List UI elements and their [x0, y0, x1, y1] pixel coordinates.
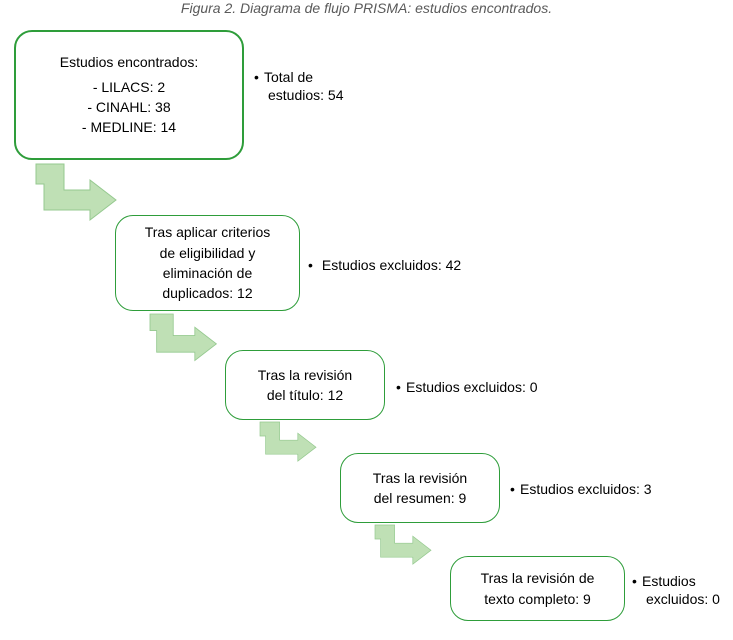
node-line: - MEDLINE: 14 [82, 117, 176, 137]
side-line: Total de [264, 69, 313, 85]
side-line: estudios: 54 [268, 87, 344, 103]
node-line: del resumen: 9 [374, 488, 467, 508]
node-line: - LILACS: 2 [93, 77, 165, 97]
node-header: Estudios encontrados: [60, 52, 199, 72]
side-note-excluded: •Estudios excluidos: 3 [510, 480, 730, 498]
side-line: Estudios [642, 573, 696, 589]
node-line: Tras aplicar criterios [145, 222, 271, 242]
node-line: Tras la revisión [258, 365, 352, 385]
node-line: de eligibilidad y [160, 243, 256, 263]
node-line: - CINAHL: 38 [87, 97, 170, 117]
node-fulltext-review: Tras la revisión de texto completo: 9 [450, 556, 625, 621]
side-line: Estudios excluidos: 3 [520, 481, 652, 497]
side-note-excluded: •Estudios excluidos: 0 [396, 378, 616, 396]
node-abstract-review: Tras la revisión del resumen: 9 [340, 453, 500, 523]
node-eligibility: Tras aplicar criterios de eligibilidad y… [115, 215, 300, 311]
node-line: Tras la revisión [373, 468, 467, 488]
side-line: Estudios excluidos: 42 [322, 257, 461, 273]
node-title-review: Tras la revisión del título: 12 [225, 350, 385, 420]
node-line: duplicados: 12 [162, 283, 252, 303]
node-line: texto completo: 9 [484, 589, 591, 609]
node-line: Tras la revisión de [481, 568, 595, 588]
side-line: Estudios excluidos: 0 [406, 379, 538, 395]
figure-title: Figura 2. Diagrama de flujo PRISMA: estu… [0, 0, 733, 16]
side-note-total: •Total de estudios: 54 [254, 68, 394, 104]
node-line: del título: 12 [267, 385, 343, 405]
side-note-excluded: • Estudios excluidos: 42 [308, 256, 528, 274]
node-sources: Estudios encontrados: - LILACS: 2 - CINA… [14, 30, 244, 160]
side-note-excluded: •Estudios excluidos: 0 [632, 572, 732, 608]
node-line: eliminación de [163, 263, 253, 283]
side-line: excluidos: 0 [646, 591, 720, 607]
